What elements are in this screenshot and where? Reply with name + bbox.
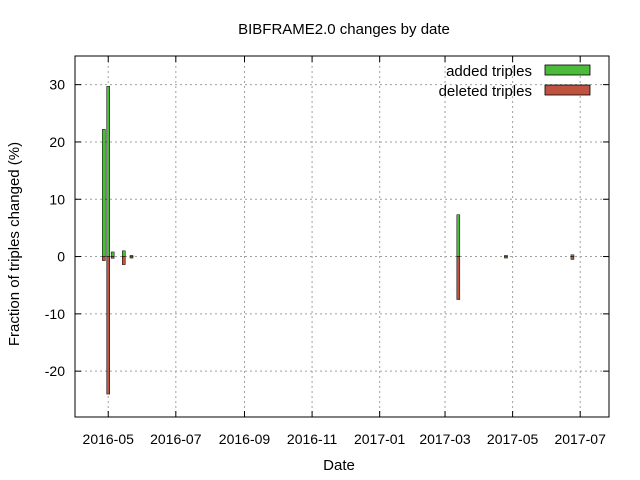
deleted-bar — [456, 256, 461, 300]
x-tick-label: 2017-07 — [554, 431, 606, 447]
x-tick-label: 2016-07 — [150, 431, 202, 447]
x-axis-title: Date — [323, 457, 355, 474]
x-tick-label: 2017-03 — [419, 431, 471, 447]
y-tick-label: 10 — [49, 191, 65, 207]
legend-swatch — [544, 84, 591, 96]
y-tick-label: 20 — [49, 134, 65, 150]
y-axis-title: Fraction of triples changed (%) — [6, 142, 23, 346]
ticks: 30 20 10 0 -10 -20 2016-05 2016-07 2016-09 2016-1… — [45, 56, 609, 447]
deleted-bar — [121, 256, 126, 265]
plot-frame — [74, 55, 610, 418]
added-bar — [106, 86, 110, 257]
y-tick-label: 0 — [57, 249, 65, 265]
deleted-bar — [110, 256, 115, 259]
added-bar — [102, 129, 106, 257]
added-bar — [110, 251, 115, 257]
y-tick-label: -10 — [45, 306, 65, 322]
x-tick-label: 2016-11 — [287, 431, 338, 447]
x-tick-label: 2016-05 — [83, 431, 135, 447]
deleted-bar — [570, 256, 575, 260]
x-tick-label: 2017-05 — [487, 431, 539, 447]
added-bar — [570, 254, 575, 257]
legend-swatch — [544, 64, 591, 76]
legend-label: deleted triples — [439, 83, 532, 100]
legend-label: added triples — [446, 63, 532, 80]
x-tick-label: 2016-09 — [219, 431, 271, 447]
deleted-bar — [102, 256, 106, 261]
y-tick-label: 30 — [49, 77, 65, 93]
deleted-bar — [504, 256, 508, 259]
x-tick-label: 2017-01 — [354, 431, 406, 447]
deleted-bar — [129, 256, 134, 259]
legend: added triples deleted triples — [439, 63, 591, 100]
added-bar — [121, 250, 126, 257]
y-tick-label: -20 — [45, 363, 65, 379]
bars — [102, 86, 575, 395]
grid — [75, 56, 609, 417]
deleted-bar — [106, 256, 110, 395]
added-bar — [456, 214, 461, 257]
chart-title: BIBFRAME2.0 changes by date — [238, 21, 450, 38]
